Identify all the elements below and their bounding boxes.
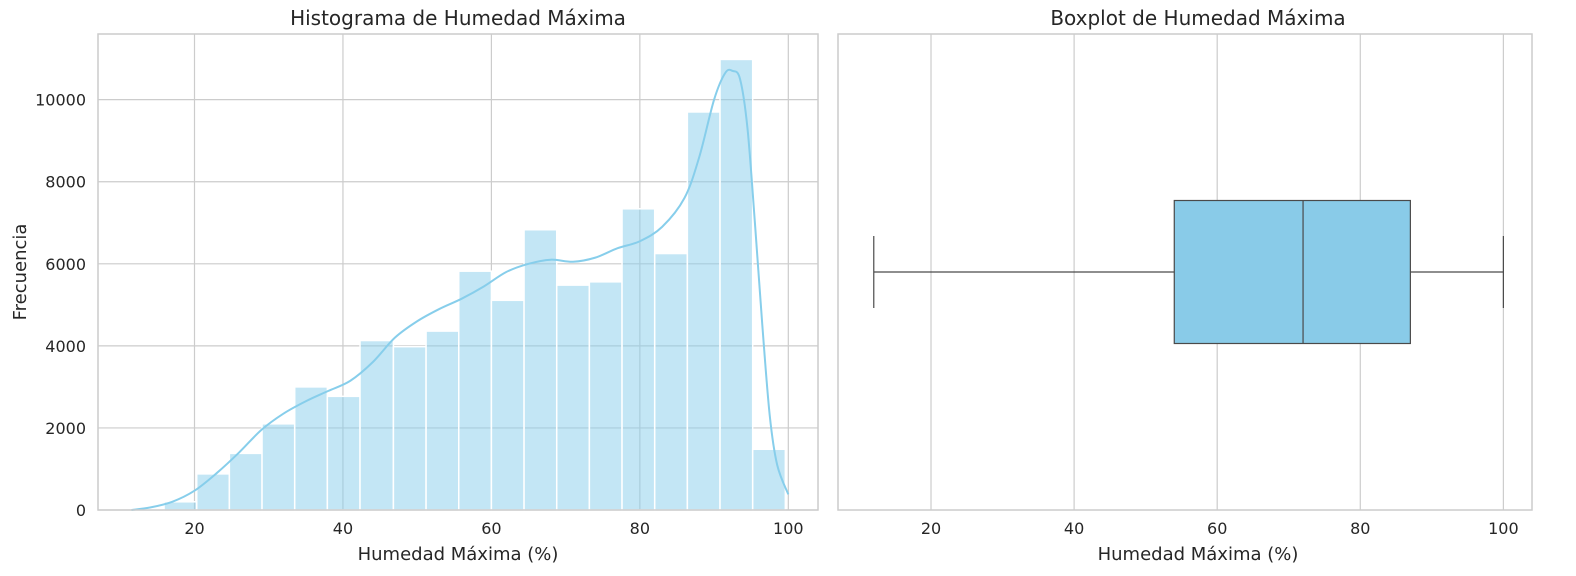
- histogram-x-tick-label: 80: [630, 519, 650, 538]
- boxplot-axes-frame: [837, 33, 1533, 511]
- histogram-bar: [228, 452, 263, 511]
- histogram-x-tick-label: 20: [184, 519, 204, 538]
- boxplot-x-tick-label: 60: [1207, 519, 1227, 538]
- histogram-y-ticks: 0 2000 4000 6000 8000 10000: [35, 91, 86, 520]
- boxplot-title: Boxplot de Humedad Máxima: [1050, 6, 1345, 30]
- boxplot-x-tick-label: 20: [921, 519, 941, 538]
- histogram-x-tick-label: 60: [481, 519, 501, 538]
- histogram-panel: Histograma de Humedad Máxima 20 40 60 80 100…: [10, 6, 819, 565]
- histogram-y-tick-label: 6000: [45, 255, 86, 274]
- histogram-bar: [457, 270, 493, 511]
- histogram-y-tick-label: 8000: [45, 173, 86, 192]
- kde-line: [131, 68, 790, 511]
- boxplot-x-tick-label: 80: [1350, 519, 1370, 538]
- histogram-x-ticks: 20 40 60 80 100: [184, 519, 803, 538]
- histogram-bar: [261, 423, 296, 511]
- histogram-bar: [555, 284, 591, 511]
- histogram-bar: [392, 345, 427, 511]
- histogram-bar: [751, 448, 787, 511]
- histogram-y-tick-label: 2000: [45, 419, 86, 438]
- boxplot-body: [873, 199, 1504, 345]
- iqr-box: [1173, 199, 1411, 345]
- histogram-title: Histograma de Humedad Máxima: [290, 6, 626, 30]
- histogram-y-tick-label: 10000: [35, 91, 86, 110]
- histogram-bar: [686, 111, 721, 511]
- histogram-bar: [326, 395, 361, 511]
- histogram-x-tick-label: 100: [773, 519, 804, 538]
- histogram-y-tick-label: 0: [76, 501, 86, 520]
- histogram-x-tick-label: 40: [333, 519, 353, 538]
- boxplot-x-tick-label: 40: [1064, 519, 1084, 538]
- histogram-bar: [359, 339, 395, 511]
- histogram-bar: [293, 386, 329, 511]
- histogram-bar: [425, 330, 460, 511]
- histogram-bar: [653, 252, 689, 511]
- boxplot-x-tick-label: 100: [1488, 519, 1519, 538]
- histogram-axes-frame: [97, 33, 819, 511]
- histogram-bar: [195, 473, 231, 511]
- histogram-y-tick-label: 4000: [45, 337, 86, 356]
- histogram-bars: [130, 58, 787, 511]
- histogram-bar: [490, 299, 525, 511]
- histogram-bar: [588, 281, 623, 511]
- boxplot-x-label: Humedad Máxima (%): [1098, 544, 1299, 565]
- boxplot-panel: Boxplot de Humedad Máxima 20 40 60 80 100 Hu…: [837, 6, 1533, 565]
- histogram-bar: [621, 208, 656, 511]
- histogram-bar: [523, 228, 558, 511]
- histogram-y-label: Frecuencia: [10, 224, 31, 321]
- histogram-x-label: Humedad Máxima (%): [358, 544, 559, 565]
- boxplot-x-ticks: 20 40 60 80 100: [921, 519, 1519, 538]
